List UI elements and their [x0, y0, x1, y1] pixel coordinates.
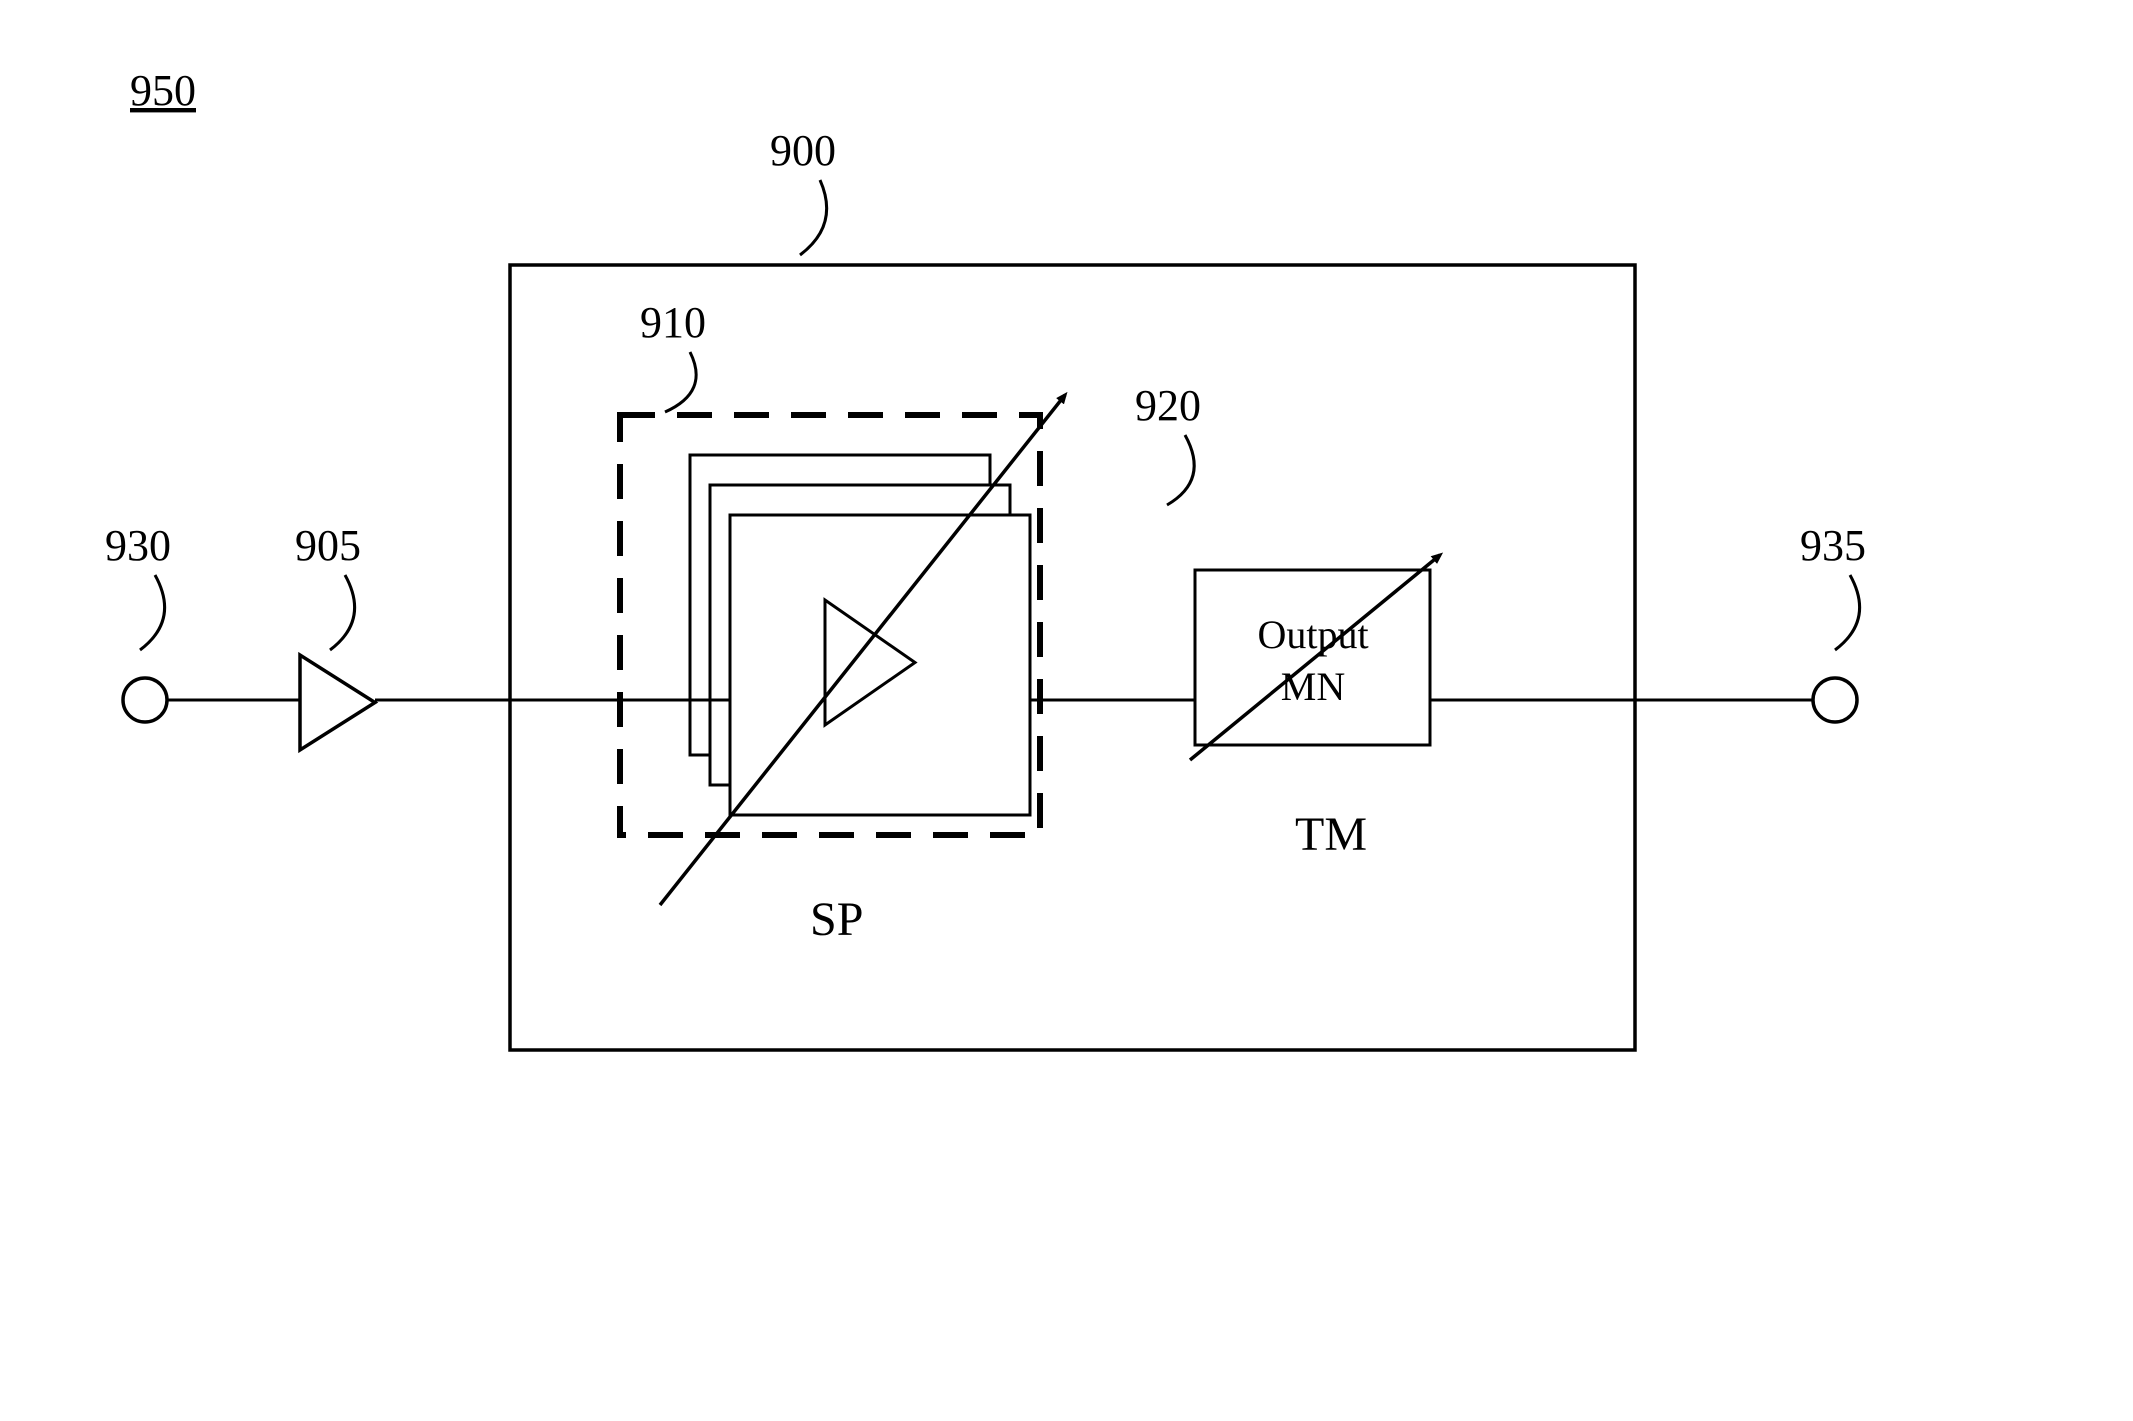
- label-935: 935: [1800, 521, 1866, 570]
- label-930: 930: [105, 521, 171, 570]
- leader-930: [140, 575, 165, 650]
- label-905: 905: [295, 521, 361, 570]
- output-mn-line2: MN: [1281, 664, 1345, 709]
- block-diagram: 950 900 910 SP Output MN TM 920 930 905 …: [0, 0, 2133, 1421]
- output-mn-line1: Output: [1257, 612, 1368, 657]
- tm-label: TM: [1295, 808, 1367, 861]
- label-920: 920: [1135, 381, 1201, 430]
- label-910: 910: [640, 298, 706, 347]
- sp-label: SP: [810, 893, 863, 946]
- preamp-triangle-icon: [300, 655, 375, 750]
- leader-935: [1835, 575, 1860, 650]
- figure-ref-label: 950: [130, 66, 196, 115]
- leader-910: [665, 352, 696, 412]
- outer-block: [510, 265, 1635, 1050]
- leader-920: [1167, 435, 1194, 505]
- leader-905: [330, 575, 355, 650]
- label-900: 900: [770, 126, 836, 175]
- input-port-icon: [123, 678, 167, 722]
- leader-900: [800, 180, 827, 255]
- output-port-icon: [1813, 678, 1857, 722]
